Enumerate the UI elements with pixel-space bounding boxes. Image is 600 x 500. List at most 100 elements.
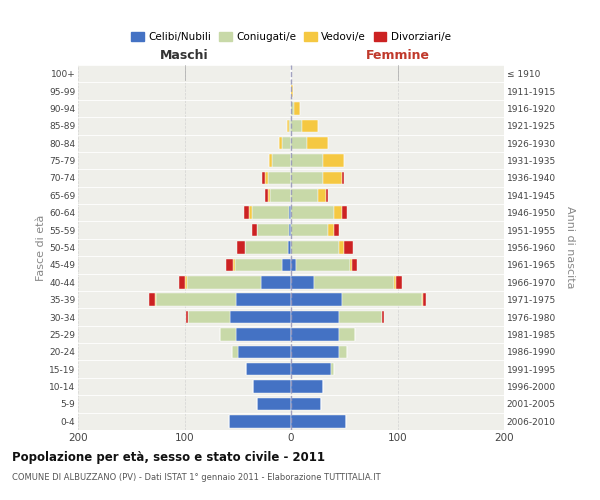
Bar [291,241,339,254]
Bar [257,398,291,410]
Bar [251,224,257,236]
Bar [250,206,251,219]
Bar [229,415,291,428]
Bar [331,363,334,376]
Bar [185,311,188,324]
Bar [235,258,283,271]
Bar [291,398,321,410]
Bar [238,346,291,358]
Bar [342,172,344,184]
Bar [155,294,156,306]
Bar [244,206,250,219]
Bar [328,224,334,236]
Bar [291,102,294,115]
Text: Maschi: Maschi [160,48,209,62]
Y-axis label: Anni di nascita: Anni di nascita [565,206,575,289]
Bar [342,206,347,219]
Bar [326,189,328,202]
Bar [291,346,339,358]
Bar [268,172,291,184]
Bar [253,380,291,393]
Bar [291,258,296,271]
Bar [185,276,187,288]
Bar [291,363,331,376]
Bar [188,311,230,324]
Text: Femmine: Femmine [365,48,430,62]
Bar [156,294,236,306]
Bar [291,380,323,393]
Bar [289,120,291,132]
Bar [422,294,423,306]
Bar [236,241,245,254]
Bar [289,206,291,219]
Bar [291,172,323,184]
Bar [283,258,291,271]
Text: Popolazione per età, sesso e stato civile - 2011: Popolazione per età, sesso e stato civil… [12,452,325,464]
Bar [270,189,291,202]
Bar [339,311,382,324]
Bar [291,415,346,428]
Bar [397,276,402,288]
Bar [339,241,344,254]
Bar [394,276,397,288]
Bar [291,137,307,149]
Bar [334,224,339,236]
Bar [246,363,291,376]
Bar [236,294,291,306]
Bar [233,258,235,271]
Bar [269,154,272,167]
Bar [236,328,291,340]
Bar [344,241,353,254]
Bar [334,206,342,219]
Bar [261,276,291,288]
Bar [265,189,268,202]
Bar [291,120,302,132]
Bar [294,102,299,115]
Bar [220,328,236,340]
Bar [262,172,265,184]
Bar [291,224,328,236]
Bar [279,137,283,149]
Bar [268,189,270,202]
Bar [226,258,233,271]
Bar [307,137,328,149]
Legend: Celibi/Nubili, Coniugati/e, Vedovi/e, Divorziari/e: Celibi/Nubili, Coniugati/e, Vedovi/e, Di… [127,28,455,46]
Bar [314,276,394,288]
Y-axis label: Fasce di età: Fasce di età [36,214,46,280]
Bar [339,328,355,340]
Bar [291,85,293,98]
Bar [382,311,383,324]
Bar [179,276,185,288]
Bar [149,294,155,306]
Bar [232,346,238,358]
Bar [251,206,289,219]
Bar [342,294,422,306]
Bar [272,154,291,167]
Text: COMUNE DI ALBUZZANO (PV) - Dati ISTAT 1° gennaio 2011 - Elaborazione TUTTITALIA.: COMUNE DI ALBUZZANO (PV) - Dati ISTAT 1°… [12,473,380,482]
Bar [302,120,317,132]
Bar [339,346,347,358]
Bar [352,258,357,271]
Bar [323,154,344,167]
Bar [265,172,268,184]
Bar [257,224,289,236]
Bar [423,294,426,306]
Bar [288,241,291,254]
Bar [289,224,291,236]
Bar [230,311,291,324]
Bar [296,258,350,271]
Bar [291,311,339,324]
Bar [287,120,289,132]
Bar [317,189,326,202]
Bar [291,276,314,288]
Bar [291,154,323,167]
Bar [291,328,339,340]
Bar [291,189,317,202]
Bar [291,294,342,306]
Bar [350,258,352,271]
Bar [291,206,334,219]
Bar [245,241,288,254]
Bar [323,172,342,184]
Bar [283,137,291,149]
Bar [187,276,261,288]
